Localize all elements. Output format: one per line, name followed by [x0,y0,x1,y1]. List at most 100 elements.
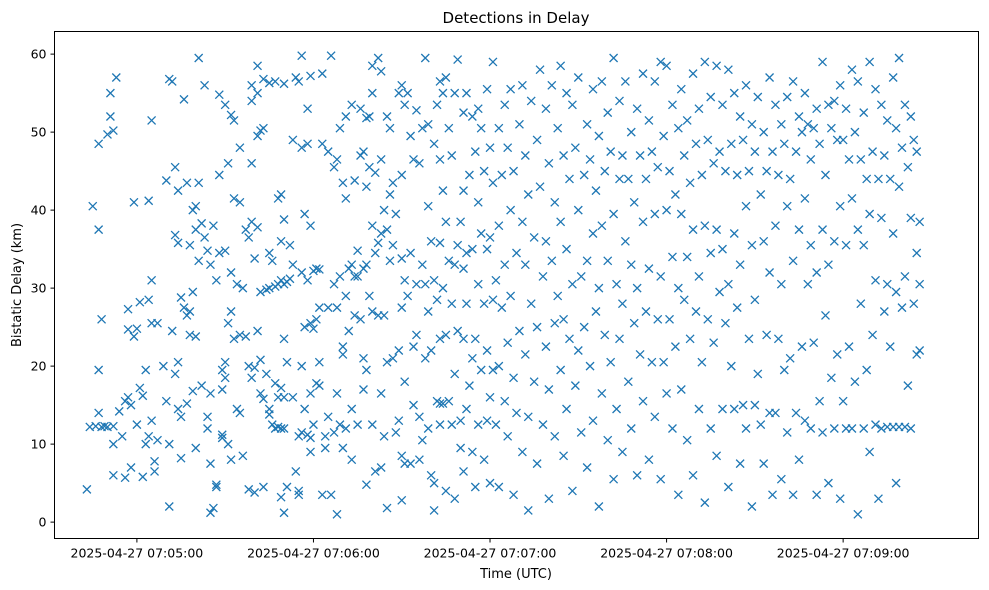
data-point [888,73,898,82]
data-point [394,416,404,426]
data-point [347,100,357,110]
data-point [815,139,825,149]
data-point [794,225,804,235]
data-point [612,279,622,289]
data-point [506,291,516,301]
data-point [462,404,471,414]
data-point [264,78,274,88]
data-point [853,225,863,235]
data-point [329,162,339,172]
data-point [403,88,413,98]
data-point [567,486,577,496]
data-point [320,443,330,453]
data-point [303,104,313,114]
data-point [441,330,451,340]
data-point [176,293,186,302]
data-point [656,271,666,281]
data-point [188,205,198,215]
data-point [206,508,215,518]
data-point [688,69,698,79]
data-point [712,225,722,235]
data-point [735,260,745,270]
data-point [871,420,880,430]
data-point [182,399,192,409]
data-point [915,217,925,227]
data-point [503,431,513,441]
data-point [273,193,283,203]
data-point [420,53,430,63]
data-point [406,131,416,141]
data-point [806,154,816,164]
data-point [250,254,260,263]
data-point [626,424,636,433]
y-axis: 0 10 20 30 40 50 60 [31,47,55,530]
data-point [882,115,892,125]
data-point [497,170,507,180]
data-point [782,201,792,211]
data-point [409,342,418,352]
data-point [397,451,407,461]
data-point [853,76,863,86]
data-point [697,357,707,367]
data-point [906,213,916,223]
data-point [565,174,574,184]
data-point [126,400,136,410]
data-point [338,443,348,453]
data-point [685,334,695,344]
data-point [791,408,801,418]
data-point [750,147,760,157]
data-point [147,115,157,125]
data-point [253,222,263,232]
data-point [220,246,230,256]
data-point [688,225,698,235]
data-point [153,318,162,328]
data-point [838,396,848,406]
data-point [276,492,286,502]
data-point [400,377,410,387]
data-point [376,229,386,238]
data-point [712,451,722,461]
data-point [570,381,580,391]
data-point [370,466,380,476]
data-point [347,404,357,414]
data-point [88,201,98,211]
data-point [844,342,854,352]
data-point [679,151,689,160]
data-point [105,112,115,121]
data-point [367,61,377,71]
data-point [235,330,245,340]
data-point [632,283,642,293]
data-point [338,178,348,188]
data-point [517,447,527,457]
data-point [462,299,471,309]
data-point [500,396,510,406]
data-point [544,158,554,168]
data-point [647,357,657,367]
data-point [791,147,801,157]
data-point [873,494,883,504]
data-point [662,388,672,398]
data-point [432,295,442,305]
data-point [588,229,598,238]
data-point [729,404,739,414]
data-point [335,420,345,430]
data-point [347,455,357,465]
data-point [279,79,289,89]
data-point [438,399,448,409]
data-point [226,455,236,465]
data-point [179,303,189,313]
data-point [876,100,886,110]
data-point [891,287,901,297]
data-point [241,225,251,235]
axes-frame [54,31,979,539]
data-point [550,318,560,328]
data-point [179,94,189,104]
data-point [267,420,277,430]
data-point [244,232,254,242]
data-point [520,349,530,359]
data-point [485,392,495,402]
data-point [341,291,351,301]
data-point [253,131,263,141]
data-point [594,131,604,141]
data-point [94,225,104,235]
